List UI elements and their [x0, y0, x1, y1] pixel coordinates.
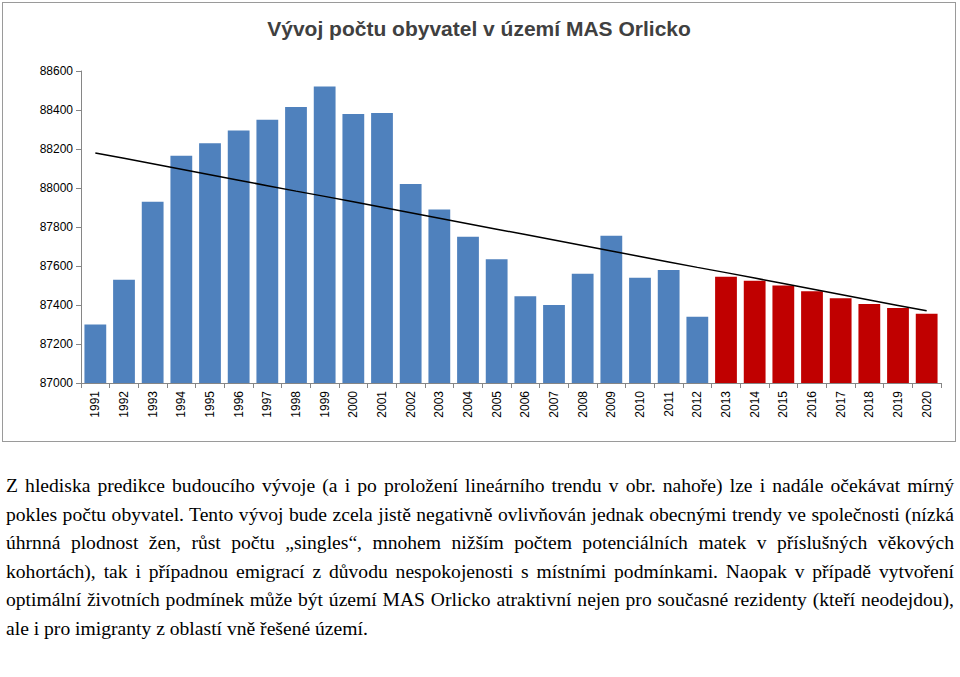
- svg-text:2011: 2011: [662, 391, 676, 417]
- svg-text:Vývoj počtu obyvatel v území M: Vývoj počtu obyvatel v území MAS Orlicko: [267, 17, 691, 40]
- svg-text:1999: 1999: [318, 391, 332, 418]
- svg-text:87000: 87000: [40, 376, 74, 390]
- svg-text:87600: 87600: [40, 259, 74, 273]
- svg-text:2007: 2007: [547, 391, 561, 418]
- svg-text:2006: 2006: [518, 391, 532, 418]
- svg-text:1995: 1995: [203, 391, 217, 418]
- svg-text:2001: 2001: [375, 391, 389, 418]
- svg-text:88200: 88200: [40, 142, 74, 156]
- svg-text:87800: 87800: [40, 220, 74, 234]
- svg-text:2009: 2009: [604, 391, 618, 418]
- svg-text:88000: 88000: [40, 181, 74, 195]
- svg-text:2012: 2012: [690, 391, 704, 418]
- svg-text:1992: 1992: [117, 391, 131, 418]
- svg-text:1991: 1991: [88, 391, 102, 418]
- svg-text:2018: 2018: [862, 391, 876, 418]
- svg-text:2020: 2020: [920, 391, 934, 418]
- svg-text:2015: 2015: [776, 391, 790, 418]
- svg-text:2019: 2019: [891, 391, 905, 418]
- svg-text:1994: 1994: [174, 391, 188, 418]
- svg-text:87400: 87400: [40, 298, 74, 312]
- svg-text:1993: 1993: [146, 391, 160, 418]
- svg-text:2004: 2004: [461, 391, 475, 418]
- svg-text:1998: 1998: [289, 391, 303, 418]
- svg-text:2010: 2010: [633, 391, 647, 418]
- svg-text:1996: 1996: [232, 391, 246, 418]
- svg-text:2000: 2000: [346, 391, 360, 418]
- svg-text:2017: 2017: [834, 391, 848, 418]
- svg-text:2013: 2013: [719, 391, 733, 418]
- svg-text:2005: 2005: [490, 391, 504, 418]
- svg-text:2014: 2014: [748, 391, 762, 418]
- svg-text:2003: 2003: [432, 391, 446, 418]
- svg-text:2002: 2002: [404, 391, 418, 418]
- html-text:Z hlediska predikce budoucího: Z hlediska predikce budoucího vývoje (a …: [6, 475, 954, 639]
- svg-text:88400: 88400: [40, 103, 74, 117]
- svg-text:2008: 2008: [576, 391, 590, 418]
- svg-text:88600: 88600: [40, 64, 74, 78]
- svg-text:87200: 87200: [40, 337, 74, 351]
- svg-text:1997: 1997: [260, 391, 274, 418]
- svg-text:2016: 2016: [805, 391, 819, 418]
